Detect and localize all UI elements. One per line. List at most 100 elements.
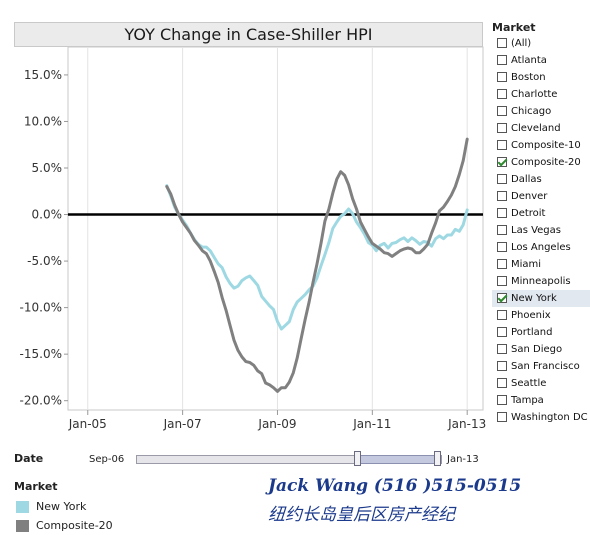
market-option-san-diego[interactable]: San Diego: [492, 341, 590, 358]
market-option-minneapolis[interactable]: Minneapolis: [492, 273, 590, 290]
checkbox-icon[interactable]: [497, 412, 507, 422]
checkbox-icon[interactable]: [497, 378, 507, 388]
market-option-label: Minneapolis: [511, 276, 571, 287]
date-slider-end-handle[interactable]: [434, 451, 441, 466]
market-option-label: Phoenix: [511, 310, 551, 321]
market-option-cleveland[interactable]: Cleveland: [492, 120, 590, 137]
y-tick-label: 5.0%: [32, 161, 63, 175]
checkbox-icon[interactable]: [497, 89, 507, 99]
checkbox-icon[interactable]: [497, 191, 507, 201]
checkbox-checked-icon[interactable]: [497, 157, 507, 167]
checkbox-icon[interactable]: [497, 140, 507, 150]
checkbox-icon[interactable]: [497, 259, 507, 269]
market-option-all[interactable]: (All): [492, 35, 590, 52]
market-option-detroit[interactable]: Detroit: [492, 205, 590, 222]
market-option-chicago[interactable]: Chicago: [492, 103, 590, 120]
market-option-atlanta[interactable]: Atlanta: [492, 52, 590, 69]
market-option-label: Seattle: [511, 378, 547, 389]
market-option-dallas[interactable]: Dallas: [492, 171, 590, 188]
checkbox-icon[interactable]: [497, 174, 507, 184]
market-option-label: Las Vegas: [511, 225, 561, 236]
plot-area: [67, 46, 484, 411]
checkbox-icon[interactable]: [497, 55, 507, 65]
y-tick-label: -15.0%: [20, 347, 62, 361]
series-line-composite-20[interactable]: [165, 137, 469, 393]
checkbox-icon[interactable]: [497, 242, 507, 252]
y-axis: 15.0% 10.0% 5.0% 0.0% -5.0% -10.0% -15.0% -20.0…: [20, 68, 68, 408]
market-option-label: Washington DC: [511, 412, 588, 423]
market-option-las-vegas[interactable]: Las Vegas: [492, 222, 590, 239]
date-end-label: Jan-13: [447, 454, 479, 465]
legend-swatch: [16, 501, 29, 513]
date-slider-track[interactable]: [136, 455, 442, 464]
y-tick-label: -5.0%: [27, 254, 62, 268]
checkbox-icon[interactable]: [497, 395, 507, 405]
market-option-label: Miami: [511, 259, 542, 270]
x-tick-label: Jan-09: [257, 417, 296, 431]
checkbox-icon[interactable]: [497, 344, 507, 354]
market-option-miami[interactable]: Miami: [492, 256, 590, 273]
date-start-label: Sep-06: [89, 454, 125, 465]
legend-label: Composite-20: [36, 519, 113, 532]
market-option-seattle[interactable]: Seattle: [492, 375, 590, 392]
market-filter-title: Market: [492, 21, 536, 34]
x-tick-label: Jan-07: [163, 417, 202, 431]
market-option-label: Boston: [511, 72, 546, 83]
checkbox-icon[interactable]: [497, 72, 507, 82]
checkbox-icon[interactable]: [497, 106, 507, 116]
checkbox-icon[interactable]: [497, 225, 507, 235]
market-option-label: San Diego: [511, 344, 563, 355]
market-option-label: Detroit: [511, 208, 546, 219]
y-tick-label: -20.0%: [20, 394, 62, 408]
series-line-new-york[interactable]: [165, 184, 469, 331]
checkbox-checked-icon[interactable]: [497, 293, 507, 303]
market-option-charlotte[interactable]: Charlotte: [492, 86, 590, 103]
market-option-label: Atlanta: [511, 55, 547, 66]
market-option-label: San Francisco: [511, 361, 580, 372]
market-option-label: Composite-20: [511, 157, 581, 168]
market-option-boston[interactable]: Boston: [492, 69, 590, 86]
legend-title: Market: [14, 480, 58, 493]
y-tick-label: 15.0%: [24, 68, 62, 82]
market-option-label: Composite-10: [511, 140, 581, 151]
market-option-label: Denver: [511, 191, 548, 202]
market-option-los-angeles[interactable]: Los Angeles: [492, 239, 590, 256]
market-option-label: Dallas: [511, 174, 542, 185]
gridlines: [87, 47, 468, 410]
checkbox-icon[interactable]: [497, 208, 507, 218]
x-tick-label: Jan-11: [352, 417, 391, 431]
date-filter-label: Date: [14, 452, 44, 465]
checkbox-icon[interactable]: [497, 361, 507, 371]
y-tick-label: 0.0%: [32, 208, 63, 222]
market-option-portland[interactable]: Portland: [492, 324, 590, 341]
market-option-washington-dc[interactable]: Washington DC: [492, 409, 590, 426]
date-slider-start-handle[interactable]: [354, 451, 361, 466]
market-option-label: Portland: [511, 327, 553, 338]
checkbox-icon[interactable]: [497, 276, 507, 286]
market-option-san-francisco[interactable]: San Francisco: [492, 358, 590, 375]
chart-title: YOY Change in Case-Shiller HPI: [14, 22, 483, 47]
market-option-label: Cleveland: [511, 123, 561, 134]
market-option-denver[interactable]: Denver: [492, 188, 590, 205]
checkbox-icon[interactable]: [497, 38, 507, 48]
x-tick-label: Jan-05: [68, 417, 107, 431]
date-slider-selected-range[interactable]: [358, 455, 438, 464]
line-chart: 15.0% 10.0% 5.0% 0.0% -5.0% -10.0% -15.0% -20.0…: [20, 46, 486, 431]
market-option-new-york[interactable]: New York: [492, 290, 590, 307]
market-option-phoenix[interactable]: Phoenix: [492, 307, 590, 324]
market-option-tampa[interactable]: Tampa: [492, 392, 590, 409]
market-option-composite-10[interactable]: Composite-10: [492, 137, 590, 154]
market-filter-panel: Market (All) Atlanta Boston Charlotte Chicag…: [492, 20, 590, 426]
checkbox-icon[interactable]: [497, 310, 507, 320]
watermark-tagline: 纽约长岛皇后区房产经纪: [268, 505, 455, 525]
market-option-composite-20[interactable]: Composite-20: [492, 154, 590, 171]
legend-swatch: [16, 520, 29, 532]
market-option-label: Los Angeles: [511, 242, 571, 253]
y-tick-label: -10.0%: [20, 301, 62, 315]
y-tick-label: 10.0%: [24, 114, 62, 128]
checkbox-icon[interactable]: [497, 327, 507, 337]
market-filter-list: (All) Atlanta Boston Charlotte Chicago Clevel…: [492, 35, 590, 426]
market-option-label: Charlotte: [511, 89, 558, 100]
checkbox-icon[interactable]: [497, 123, 507, 133]
x-tick-label: Jan-13: [447, 417, 486, 431]
